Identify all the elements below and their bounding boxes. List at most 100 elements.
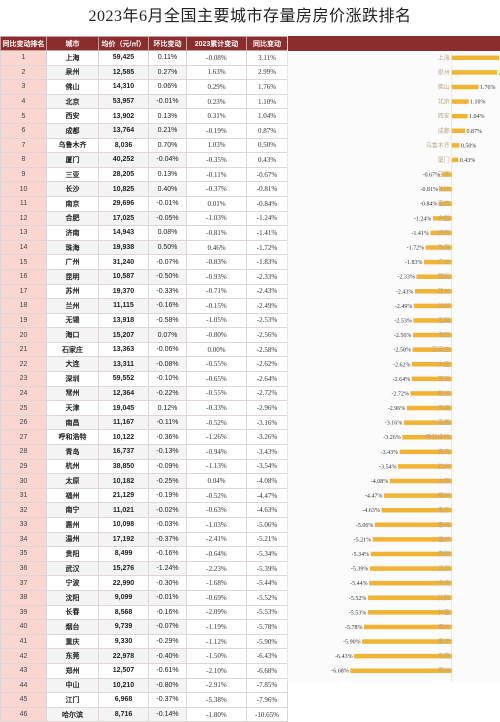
ytd-cell: -2.41%: [186, 531, 247, 548]
ytd-cell: -1.26%: [186, 429, 247, 446]
city-cell: 大连: [46, 356, 99, 373]
table-row: 14 珠海 19,938 0.50% 0.46% -1.72%: [0, 239, 288, 256]
bar-value-label: -5.39%: [351, 567, 369, 573]
city-cell: 宁波: [46, 575, 99, 591]
bar-category-label: 福州: [438, 492, 450, 500]
yoy-cell: -1.83%: [246, 254, 288, 270]
mom-cell: 0.08%: [148, 225, 187, 241]
mom-cell: -0.06%: [148, 341, 187, 358]
bar-value-label: -2.64%: [393, 377, 411, 383]
city-cell: 长春: [46, 604, 99, 621]
yoy-cell: -2.43%: [246, 283, 288, 300]
bar: [354, 653, 452, 659]
ytd-cell: -1.03%: [186, 517, 247, 533]
rank-cell: 3: [0, 79, 47, 95]
bar-value-label: -5.34%: [352, 552, 370, 558]
price-cell: 13,311: [98, 356, 149, 373]
bar-value-label: -1.83%: [405, 260, 423, 266]
city-cell: 惠州: [46, 517, 99, 533]
bar: [451, 113, 468, 119]
price-cell: 16,737: [98, 444, 149, 460]
ytd-cell: 0.23%: [186, 93, 247, 110]
price-cell: 8,036: [98, 137, 149, 154]
table-row: 12 合肥 17,025 -0.05% -1.03% -1.24%: [0, 210, 288, 227]
bar: [412, 332, 452, 338]
table-row: 23 深圳 59,552 -0.10% -0.65% -2.64%: [0, 371, 288, 387]
yoy-cell: -2.96%: [246, 400, 288, 416]
yoy-cell: -0.81%: [246, 181, 288, 197]
bar: [406, 405, 452, 411]
bar-chart-svg: 上海3.11%泉州2.99%佛山1.76%北京1.10%西安1.04%成都0.8…: [331, 51, 500, 682]
bar-value-label: -5.90%: [343, 640, 361, 646]
price-cell: 17,192: [98, 531, 149, 548]
bar-value-label: -0.84%: [420, 202, 438, 208]
rank-cell: 19: [0, 312, 47, 329]
yoy-cell: -1.72%: [246, 239, 288, 256]
city-cell: 常州: [46, 385, 99, 402]
table-row: 37 宁波 22,990 -0.30% -1.68% -5.44%: [0, 575, 288, 591]
table-row: 42 东莞 22,978 -0.40% -1.50% -6.43%: [0, 648, 288, 664]
rank-cell: 9: [0, 166, 47, 183]
mom-cell: -0.09%: [148, 458, 187, 475]
table-row: 28 青岛 16,737 -0.13% -0.94% -3.43%: [0, 444, 288, 460]
price-cell: 15,276: [98, 560, 149, 577]
mom-cell: -0.01%: [148, 195, 187, 212]
ytd-cell: -0.69%: [186, 589, 247, 606]
bar-value-label: -5.52%: [349, 596, 367, 602]
mom-cell: -0.16%: [148, 604, 187, 621]
table-row: 38 沈阳 9,099 -0.01% -0.69% -5.52%: [0, 589, 288, 606]
table-row: 30 太原 10,182 -0.25% 0.04% -4.08%: [0, 473, 288, 489]
city-cell: 三亚: [46, 166, 99, 183]
city-cell: 温州: [46, 531, 99, 548]
rank-cell: 14: [0, 239, 47, 256]
mom-cell: -0.25%: [148, 473, 187, 489]
rank-cell: 10: [0, 181, 47, 197]
rank-cell: 26: [0, 414, 47, 431]
ytd-cell: -0.52%: [186, 414, 247, 431]
rank-cell: 7: [0, 137, 47, 154]
yoy-cell: 1.04%: [246, 108, 288, 124]
city-cell: 太原: [46, 473, 99, 489]
table-row: 15 广州 31,240 -0.07% -0.83% -1.83%: [0, 254, 288, 270]
rank-cell: 27: [0, 429, 47, 446]
mom-cell: -0.07%: [148, 254, 187, 270]
mom-cell: -0.05%: [148, 210, 187, 227]
bar-value-label: -4.47%: [365, 494, 383, 500]
bar-category-label: 呼和浩特: [426, 433, 450, 441]
mom-cell: 0.13%: [148, 166, 187, 183]
ytd-cell: 0.46%: [186, 239, 247, 256]
table-row: 16 昆明 10,587 -0.50% -0.93% -2.33%: [0, 268, 288, 285]
bar-category-label: 深圳: [438, 375, 450, 383]
bar-value-label: -5.44%: [350, 581, 368, 587]
bar-category-label: 温州: [438, 535, 450, 543]
city-cell: 哈尔滨: [46, 706, 99, 722]
city-cell: 济南: [46, 225, 99, 241]
price-cell: 14,943: [98, 225, 149, 241]
bar: [441, 172, 452, 177]
city-cell: 厦门: [46, 152, 99, 168]
yoy-cell: 0.87%: [246, 122, 288, 139]
yoy-cell: -5.78%: [246, 619, 288, 635]
bar-value-label: -2.72%: [391, 391, 409, 397]
bar-value-label: -5.21%: [354, 537, 372, 543]
bar-value-label: 1.04%: [469, 114, 485, 120]
price-cell: 10,825: [98, 181, 149, 197]
yoy-cell: -7.96%: [246, 692, 288, 708]
rank-cell: 8: [0, 152, 47, 168]
rank-cell: 33: [0, 517, 47, 533]
yoy-cell: -2.64%: [246, 371, 288, 387]
price-cell: 21,129: [98, 487, 149, 504]
price-cell: 11,021: [98, 502, 149, 518]
bar: [399, 449, 452, 455]
ytd-cell: -2.09%: [186, 604, 247, 621]
rank-cell: 16: [0, 268, 47, 285]
rank-cell: 38: [0, 589, 47, 606]
table-row: 40 烟台 9,739 -0.07% -1.19% -5.78%: [0, 619, 288, 635]
rank-cell: 2: [0, 64, 47, 81]
city-cell: 广州: [46, 254, 99, 270]
bar-category-label: 长春: [438, 608, 450, 616]
bar: [369, 580, 452, 586]
city-cell: 重庆: [46, 633, 99, 650]
bar-value-label: -6.43%: [335, 654, 353, 660]
bar: [416, 274, 452, 279]
